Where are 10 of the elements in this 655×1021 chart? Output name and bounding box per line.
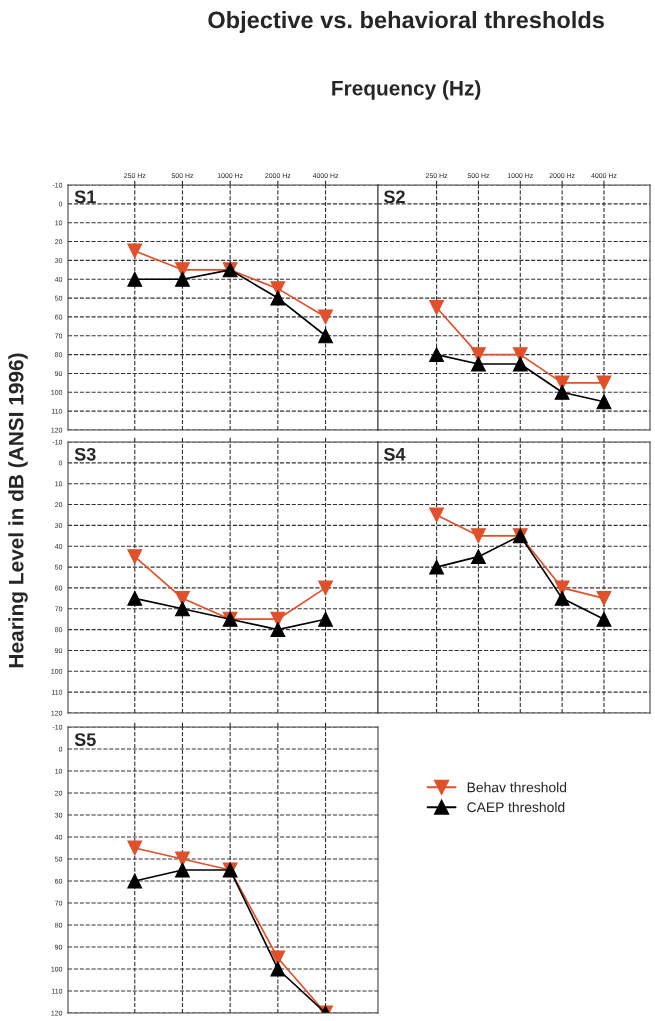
- legend-label: Behav threshold: [467, 782, 567, 793]
- annotation: S5: [74, 733, 96, 746]
- chart-title: Objective vs. behavioral thresholds: [208, 11, 604, 34]
- annotation: S2: [383, 190, 405, 204]
- annotation: S3: [74, 447, 96, 461]
- y-axis-title: Hearing Level in dB (ANSI 1996): [8, 353, 28, 668]
- legend-label: CAEP threshold: [467, 801, 565, 813]
- annotation: S1: [74, 190, 96, 204]
- x-axis-title: Frequency (Hz): [332, 80, 481, 100]
- annotation: S4: [383, 447, 406, 461]
